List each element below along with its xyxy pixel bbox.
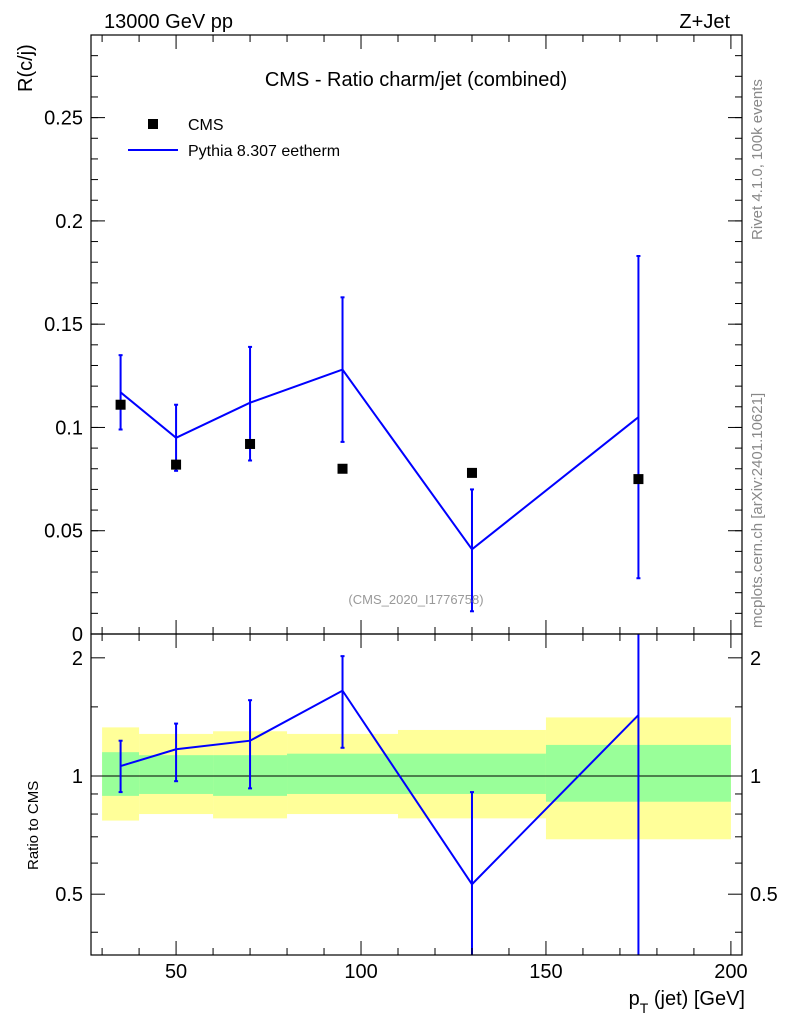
main-ytick-label: 0.05 xyxy=(44,521,83,543)
x-axis-label-rest: (jet) [GeV] xyxy=(648,988,745,1010)
uncertainty-band-green xyxy=(398,753,546,794)
ratio-panel: 0.5 0.5 1 1 2 2 50 100 150 200 Ratio to CMS xyxy=(25,633,778,983)
analysis-watermark: (CMS_2020_I1776758) xyxy=(348,592,483,607)
cms-data-point xyxy=(245,438,256,449)
cms-data-point xyxy=(171,459,182,470)
process-label: Z+Jet xyxy=(679,11,730,33)
x-axis-label-p: p xyxy=(629,988,640,1010)
legend-cms-label: CMS xyxy=(188,117,224,134)
legend-cms-marker xyxy=(148,119,158,129)
ratio-ytick-label-left: 0.5 xyxy=(55,884,83,906)
ratio-frame xyxy=(90,633,743,956)
main-ytick-label: 0.2 xyxy=(55,211,83,233)
main-ytick-label: 0 xyxy=(72,624,83,646)
uncertainty-band-green xyxy=(287,753,399,794)
mcplots-label: mcplots.cern.ch [arXiv:2401.10621] xyxy=(749,393,766,628)
cms-data-point xyxy=(337,463,348,474)
ratio-line xyxy=(120,689,640,886)
chart-title: CMS - Ratio charm/jet (combined) xyxy=(265,69,567,91)
y-axis-label: R(c/j) xyxy=(15,44,37,92)
ratio-ytick-label-right: 0.5 xyxy=(750,884,778,906)
cms-data-point xyxy=(466,467,477,478)
rivet-label: Rivet 4.1.0, 100k events xyxy=(749,79,766,240)
ratio-ytick-label-left: 2 xyxy=(72,648,83,670)
legend-pythia-label: Pythia 8.307 eetherm xyxy=(188,143,340,160)
legend: CMS Pythia 8.307 eetherm xyxy=(128,117,340,160)
xtick-label: 150 xyxy=(529,961,562,983)
xtick-label: 200 xyxy=(714,961,747,983)
cms-data-point xyxy=(633,474,644,485)
xtick-label: 50 xyxy=(165,961,187,983)
main-ytick-label: 0.1 xyxy=(55,417,83,439)
beam-label: 13000 GeV pp xyxy=(104,11,233,33)
main-panel: 0 0.05 0.1 0.15 0.2 0.25 CMS - Ratio charm/je… xyxy=(15,34,743,646)
x-axis-label: pT (jet) [GeV] xyxy=(629,988,745,1016)
main-ytick-label: 0.15 xyxy=(44,314,83,336)
ratio-y-axis-label: Ratio to CMS xyxy=(25,781,42,870)
ratio-ytick-label-left: 1 xyxy=(72,766,83,788)
main-ytick-label: 0.25 xyxy=(44,108,83,130)
pythia-line xyxy=(119,368,640,551)
ratio-ytick-label-right: 1 xyxy=(750,766,761,788)
xtick-label: 100 xyxy=(344,961,377,983)
cms-data-point xyxy=(115,399,126,410)
ratio-ytick-label-right: 2 xyxy=(750,648,761,670)
x-axis-label-sub: T xyxy=(640,1000,649,1016)
